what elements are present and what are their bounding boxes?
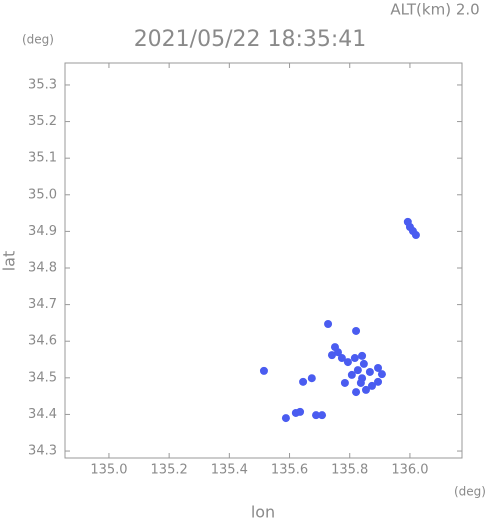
y-unit: (deg) bbox=[22, 33, 54, 47]
echo-point bbox=[340, 378, 349, 387]
chart-subtitle: ALT(km) 2.0 bbox=[390, 1, 479, 19]
echo-point bbox=[291, 408, 300, 417]
echo-point bbox=[337, 354, 346, 363]
echo-point bbox=[299, 377, 308, 386]
echo-point bbox=[307, 374, 316, 383]
echo-point bbox=[368, 381, 377, 390]
y-axis-label: lat bbox=[0, 251, 19, 272]
x-tick-label: 135.4 bbox=[211, 463, 248, 478]
echo-point bbox=[352, 326, 361, 335]
echo-point bbox=[356, 378, 365, 387]
echo-point bbox=[343, 358, 352, 367]
echo-point bbox=[350, 354, 359, 363]
echo-point bbox=[361, 385, 370, 394]
echo-point bbox=[318, 411, 327, 420]
x-tick-label: 136.0 bbox=[391, 463, 428, 478]
echo-point bbox=[359, 359, 368, 368]
echo-point bbox=[374, 377, 383, 386]
echo-point bbox=[411, 231, 420, 240]
x-tick-label: 135.2 bbox=[151, 463, 188, 478]
echo-point bbox=[358, 351, 367, 360]
y-tick-label: 34.6 bbox=[28, 334, 57, 349]
x-tick-label: 135.8 bbox=[331, 463, 368, 478]
echo-point bbox=[333, 348, 342, 357]
y-tick-label: 35.0 bbox=[28, 187, 57, 202]
y-tick-label: 35.1 bbox=[28, 151, 57, 166]
echo-point bbox=[347, 370, 356, 379]
echo-point bbox=[327, 351, 336, 360]
echo-point bbox=[281, 414, 290, 423]
x-tick-label: 135.6 bbox=[271, 463, 308, 478]
echo-point bbox=[324, 320, 333, 329]
x-unit: (deg) bbox=[454, 485, 486, 499]
echo-point bbox=[365, 367, 374, 376]
echo-point bbox=[377, 370, 386, 379]
y-tick-label: 34.9 bbox=[28, 224, 57, 239]
echo-point bbox=[259, 366, 268, 375]
x-axis-label: lon bbox=[251, 503, 275, 521]
echo-point bbox=[312, 411, 321, 420]
x-tick-label: 135.0 bbox=[90, 463, 127, 478]
y-tick-label: 34.8 bbox=[28, 261, 57, 276]
y-tick-label: 34.4 bbox=[28, 407, 57, 422]
y-tick-label: 35.2 bbox=[28, 114, 57, 129]
plot-frame bbox=[64, 62, 463, 459]
y-tick-label: 34.5 bbox=[28, 370, 57, 385]
echo-point bbox=[352, 388, 361, 397]
echo-point bbox=[353, 366, 362, 375]
chart-title: 2021/05/22 18:35:41 bbox=[134, 27, 367, 52]
echo-point bbox=[374, 363, 383, 372]
y-tick-label: 34.3 bbox=[28, 444, 57, 459]
y-tick-label: 34.7 bbox=[28, 297, 57, 312]
y-tick-label: 35.3 bbox=[28, 77, 57, 92]
